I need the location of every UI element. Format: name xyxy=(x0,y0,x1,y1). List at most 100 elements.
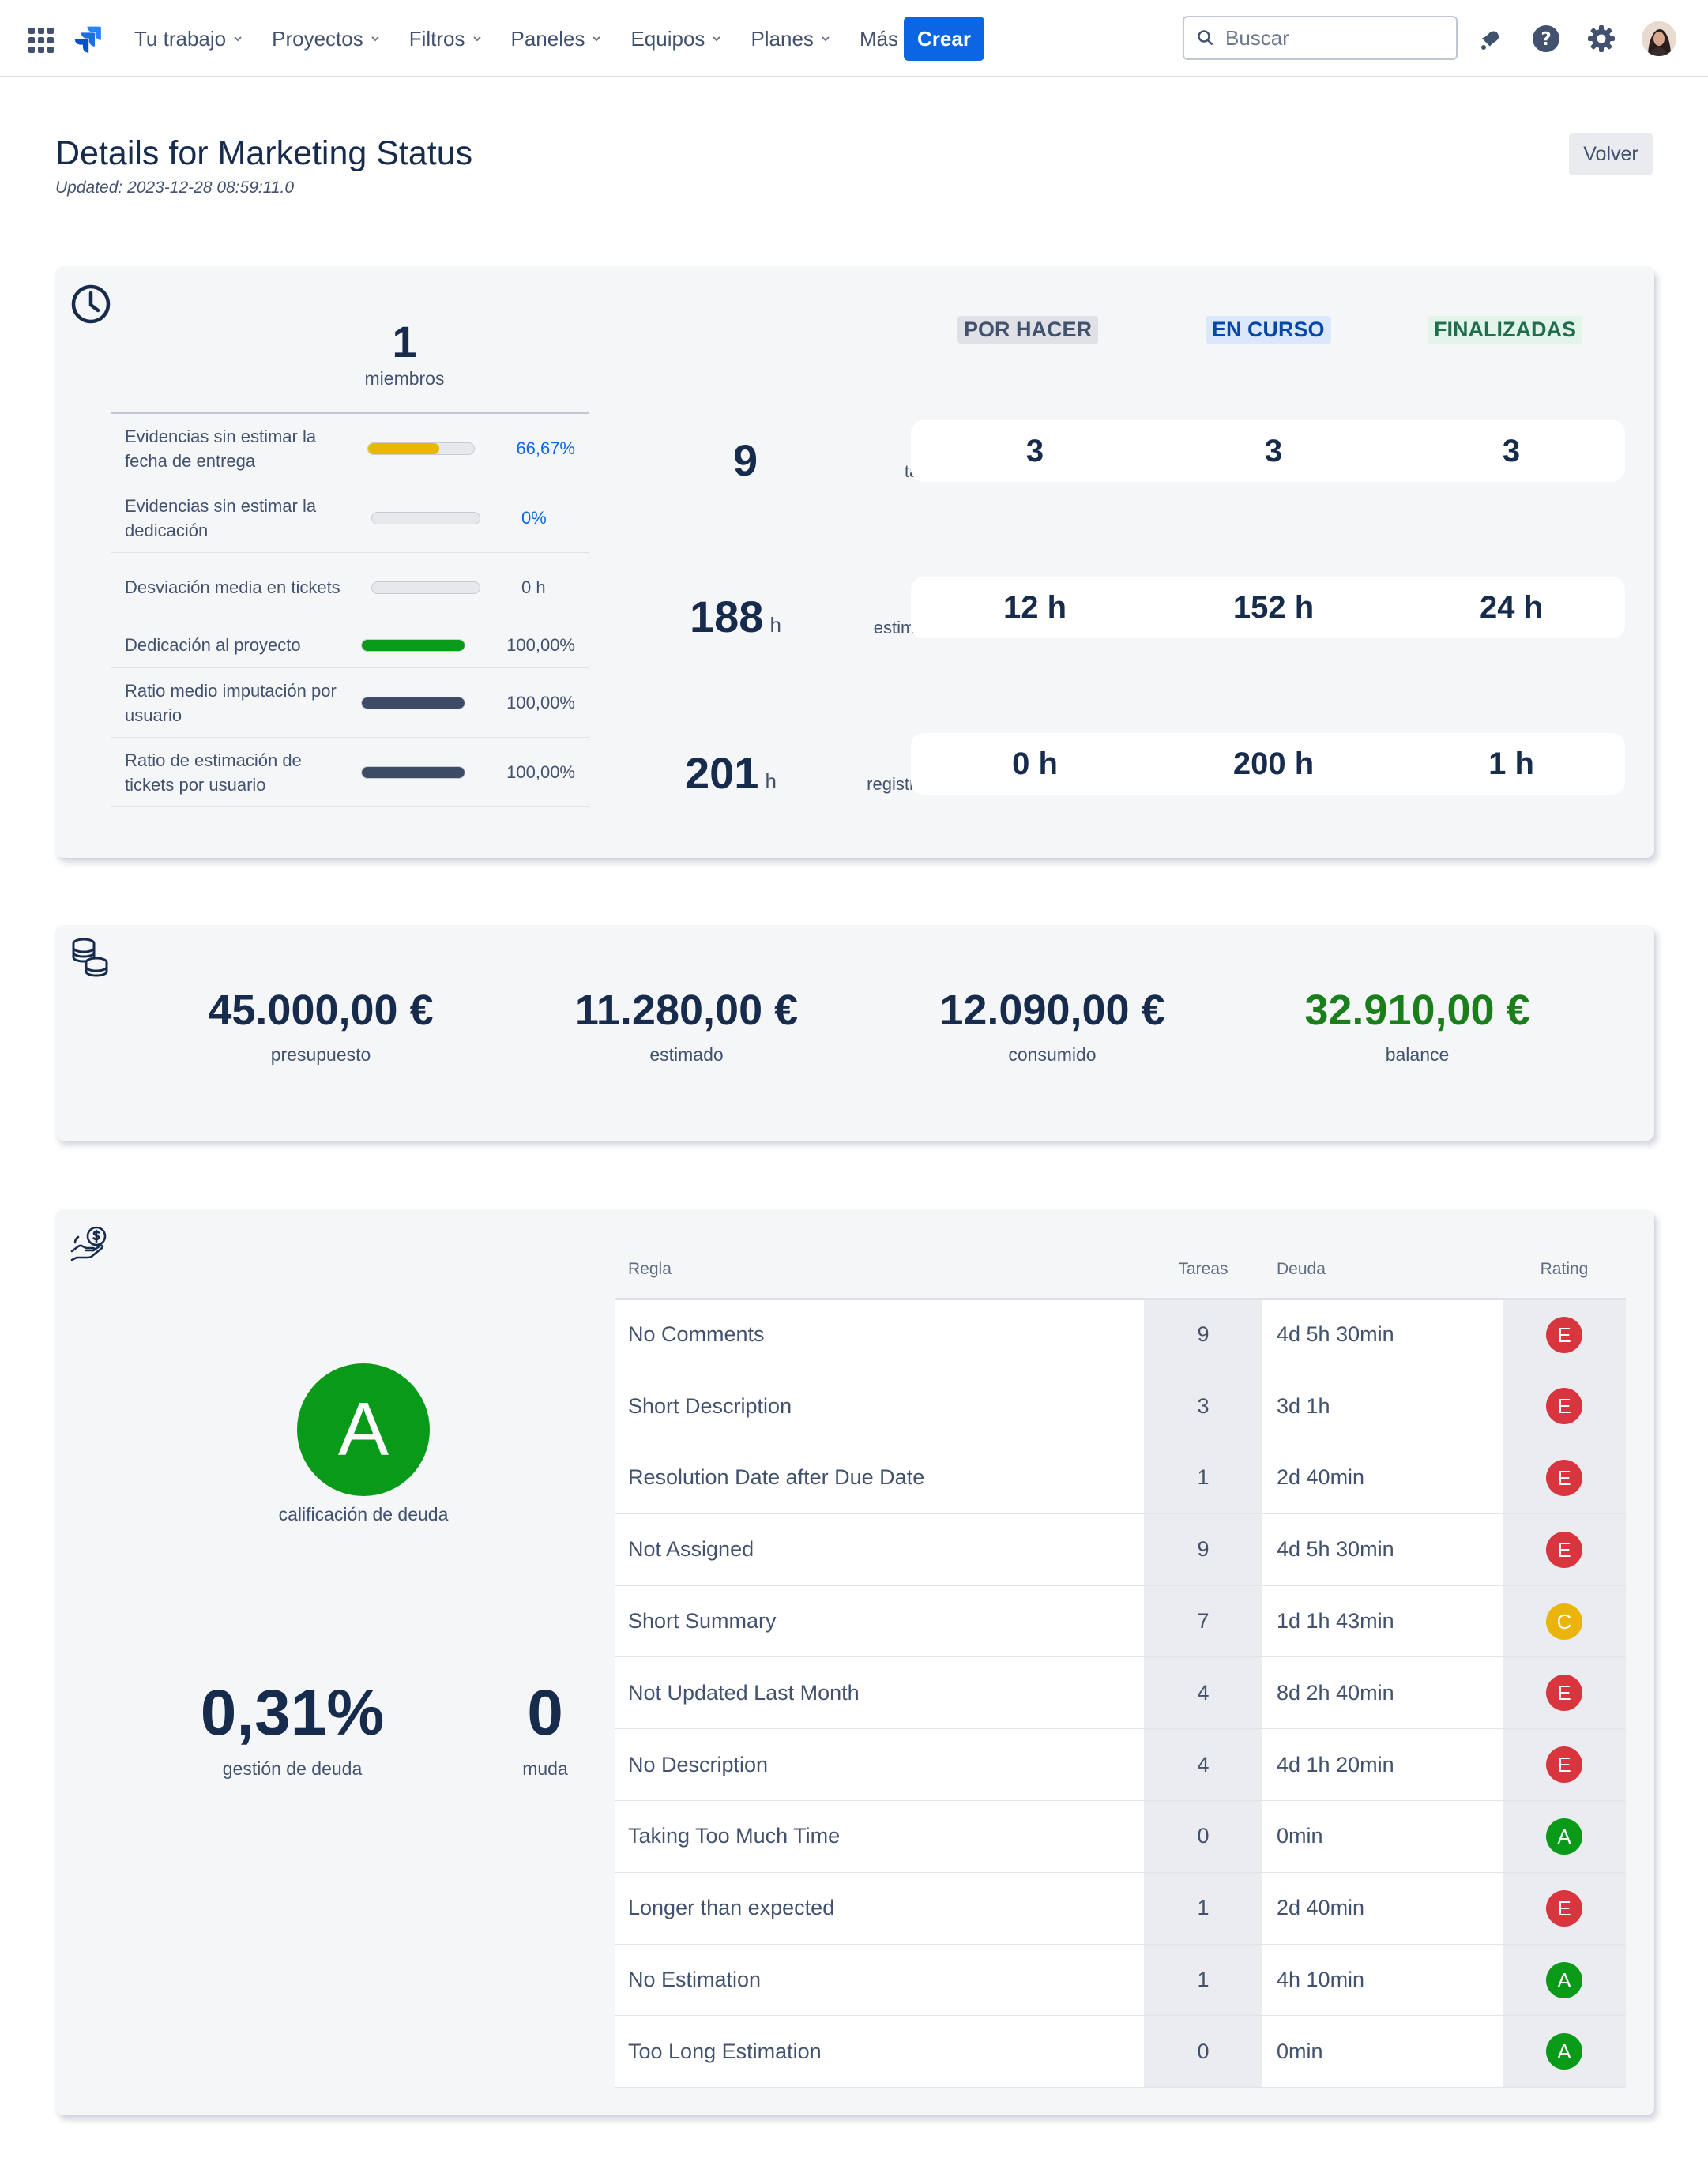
search-icon xyxy=(1198,30,1213,46)
user-avatar[interactable] xyxy=(1642,21,1676,56)
rule-rating-cell: E xyxy=(1503,1513,1626,1586)
column-header-rating[interactable]: Rating xyxy=(1503,1242,1626,1300)
rule-debt: 2d 40min xyxy=(1262,1872,1503,1945)
back-button[interactable]: Volver xyxy=(1569,133,1653,175)
nav-label: Tu trabajo xyxy=(134,26,227,51)
rating-badge: A xyxy=(1546,1961,1582,1998)
app-switcher-icon[interactable] xyxy=(28,28,54,53)
table-row[interactable]: Resolution Date after Due Date 1 2d 40mi… xyxy=(615,1442,1626,1514)
table-row[interactable]: Longer than expected 1 2d 40min E xyxy=(615,1872,1626,1945)
column-header-debt[interactable]: Deuda xyxy=(1262,1242,1503,1300)
rule-tasks: 3 xyxy=(1144,1370,1262,1443)
estimated-cost-value: 11.280,00 € xyxy=(574,987,799,1034)
top-navigation: Tu trabajo Proyectos Filtros Paneles Equ… xyxy=(0,0,1708,77)
rule-name: Short Summary xyxy=(615,1585,1144,1658)
rule-tasks: 4 xyxy=(1144,1728,1262,1802)
rule-debt: 4d 1h 20min xyxy=(1262,1728,1503,1802)
members-count: 1 xyxy=(392,317,417,367)
rule-rating-cell: E xyxy=(1503,1728,1626,1802)
table-row[interactable]: Short Description 3 3d 1h E xyxy=(615,1370,1626,1443)
debt-management-metric: 0,31% gestión de deuda xyxy=(158,1676,427,1780)
time-summary-card: 1 miembros Evidencias sin estimar la fec… xyxy=(55,267,1654,858)
table-row[interactable]: No Comments 9 4d 5h 30min E xyxy=(615,1299,1626,1371)
metric-label: Ratio medio imputación por usuario xyxy=(125,680,337,725)
status-header-done: FINALIZADAS xyxy=(1428,316,1582,344)
table-row[interactable]: No Estimation 1 4h 10min A xyxy=(615,1944,1626,2017)
nav-dashboards[interactable]: Paneles xyxy=(511,27,603,51)
nav-plans[interactable]: Planes xyxy=(751,27,831,51)
nav-projects[interactable]: Proyectos xyxy=(272,27,381,51)
estimated-cost-label: estimado xyxy=(649,1044,724,1065)
debt-grade-label: calificación de deuda xyxy=(278,1504,449,1524)
rule-debt: 4h 10min xyxy=(1262,1944,1503,2017)
rule-debt: 4d 5h 30min xyxy=(1262,1299,1503,1371)
balance-label: balance xyxy=(1385,1044,1450,1065)
column-header-rule[interactable]: Regla xyxy=(615,1242,1144,1300)
estimated-total-value: 188 xyxy=(690,592,764,641)
rule-name: Too Long Estimation xyxy=(615,2015,1144,2088)
table-row[interactable]: Taking Too Much Time 0 0min A xyxy=(615,1800,1626,1873)
rule-debt: 3d 1h xyxy=(1262,1370,1503,1443)
metric-value[interactable]: 0% xyxy=(521,507,547,528)
search-box[interactable] xyxy=(1183,16,1458,60)
nav-label: Proyectos xyxy=(272,26,363,51)
status-header-todo: POR HACER xyxy=(957,316,1099,344)
settings-gear-icon[interactable] xyxy=(1586,24,1616,54)
budget-card: 45.000,00 € presupuesto 11.280,00 € esti… xyxy=(55,926,1654,1141)
main-nav: Tu trabajo Proyectos Filtros Paneles Equ… xyxy=(134,0,944,77)
tasks-done-value: 3 xyxy=(1502,434,1521,468)
chevron-down-icon xyxy=(234,36,242,42)
rating-badge: A xyxy=(1546,2033,1582,2070)
help-icon[interactable]: ? xyxy=(1531,24,1561,54)
tasks-status-row: 3 3 3 xyxy=(911,420,1625,482)
budget-label: presupuesto xyxy=(270,1044,371,1065)
estimated-done-value: 24 h xyxy=(1479,590,1544,625)
estimated-total: 188 h xyxy=(690,591,781,642)
tasks-total-value: 9 xyxy=(733,435,758,485)
balance-value: 32.910,00 € xyxy=(1304,987,1530,1034)
rating-badge: A xyxy=(1546,1818,1582,1855)
registered-done-value: 1 h xyxy=(1488,746,1534,781)
rule-debt: 1d 1h 43min xyxy=(1262,1585,1503,1658)
notifications-icon[interactable] xyxy=(1476,24,1506,54)
rule-tasks: 1 xyxy=(1144,1442,1262,1514)
column-header-tasks[interactable]: Tareas xyxy=(1144,1242,1262,1300)
rule-debt: 8d 2h 40min xyxy=(1262,1656,1503,1730)
metric-row: Evidencias sin estimar la fecha de entre… xyxy=(111,414,589,483)
create-button[interactable]: Crear xyxy=(904,17,984,61)
metric-value[interactable]: 66,67% xyxy=(516,438,575,458)
nav-teams[interactable]: Equipos xyxy=(630,27,722,51)
table-row[interactable]: Not Assigned 9 4d 5h 30min E xyxy=(615,1513,1626,1586)
rule-rating-cell: A xyxy=(1503,1800,1626,1873)
svg-text:?: ? xyxy=(1541,29,1551,50)
table-row[interactable]: Not Updated Last Month 4 8d 2h 40min E xyxy=(615,1656,1626,1730)
rating-badge: C xyxy=(1546,1603,1582,1640)
chevron-down-icon xyxy=(593,36,601,42)
metric-progress-bar xyxy=(361,765,466,779)
rule-debt: 0min xyxy=(1262,2015,1503,2088)
registered-total: 201 h xyxy=(685,747,777,799)
nav-more[interactable]: Más xyxy=(860,27,916,51)
rule-rating-cell: E xyxy=(1503,1442,1626,1514)
rule-name: Not Assigned xyxy=(615,1513,1144,1586)
metric-value: 0 h xyxy=(521,577,546,597)
registered-unit: h xyxy=(765,769,777,793)
table-row[interactable]: No Description 4 4d 1h 20min E xyxy=(615,1728,1626,1802)
metric-progress-fill xyxy=(362,697,465,709)
metric-value: 100,00% xyxy=(506,634,575,655)
metric-progress-bar xyxy=(361,638,466,652)
jira-logo-icon[interactable] xyxy=(73,24,103,54)
nav-your-work[interactable]: Tu trabajo xyxy=(134,27,243,51)
table-row[interactable]: Too Long Estimation 0 0min A xyxy=(615,2015,1626,2088)
search-input[interactable] xyxy=(1225,25,1431,51)
rule-tasks: 0 xyxy=(1144,1800,1262,1873)
rating-badge: E xyxy=(1546,1675,1582,1712)
tasks-todo-value: 3 xyxy=(1025,434,1044,468)
table-row[interactable]: Short Summary 7 1d 1h 43min C xyxy=(615,1585,1626,1658)
rule-rating-cell: E xyxy=(1503,1656,1626,1730)
nav-filters[interactable]: Filtros xyxy=(409,27,483,51)
metric-progress-fill xyxy=(362,639,465,651)
rule-debt: 0min xyxy=(1262,1800,1503,1873)
estimated-todo-value: 12 h xyxy=(1003,590,1067,625)
rule-rating-cell: E xyxy=(1503,1299,1626,1371)
